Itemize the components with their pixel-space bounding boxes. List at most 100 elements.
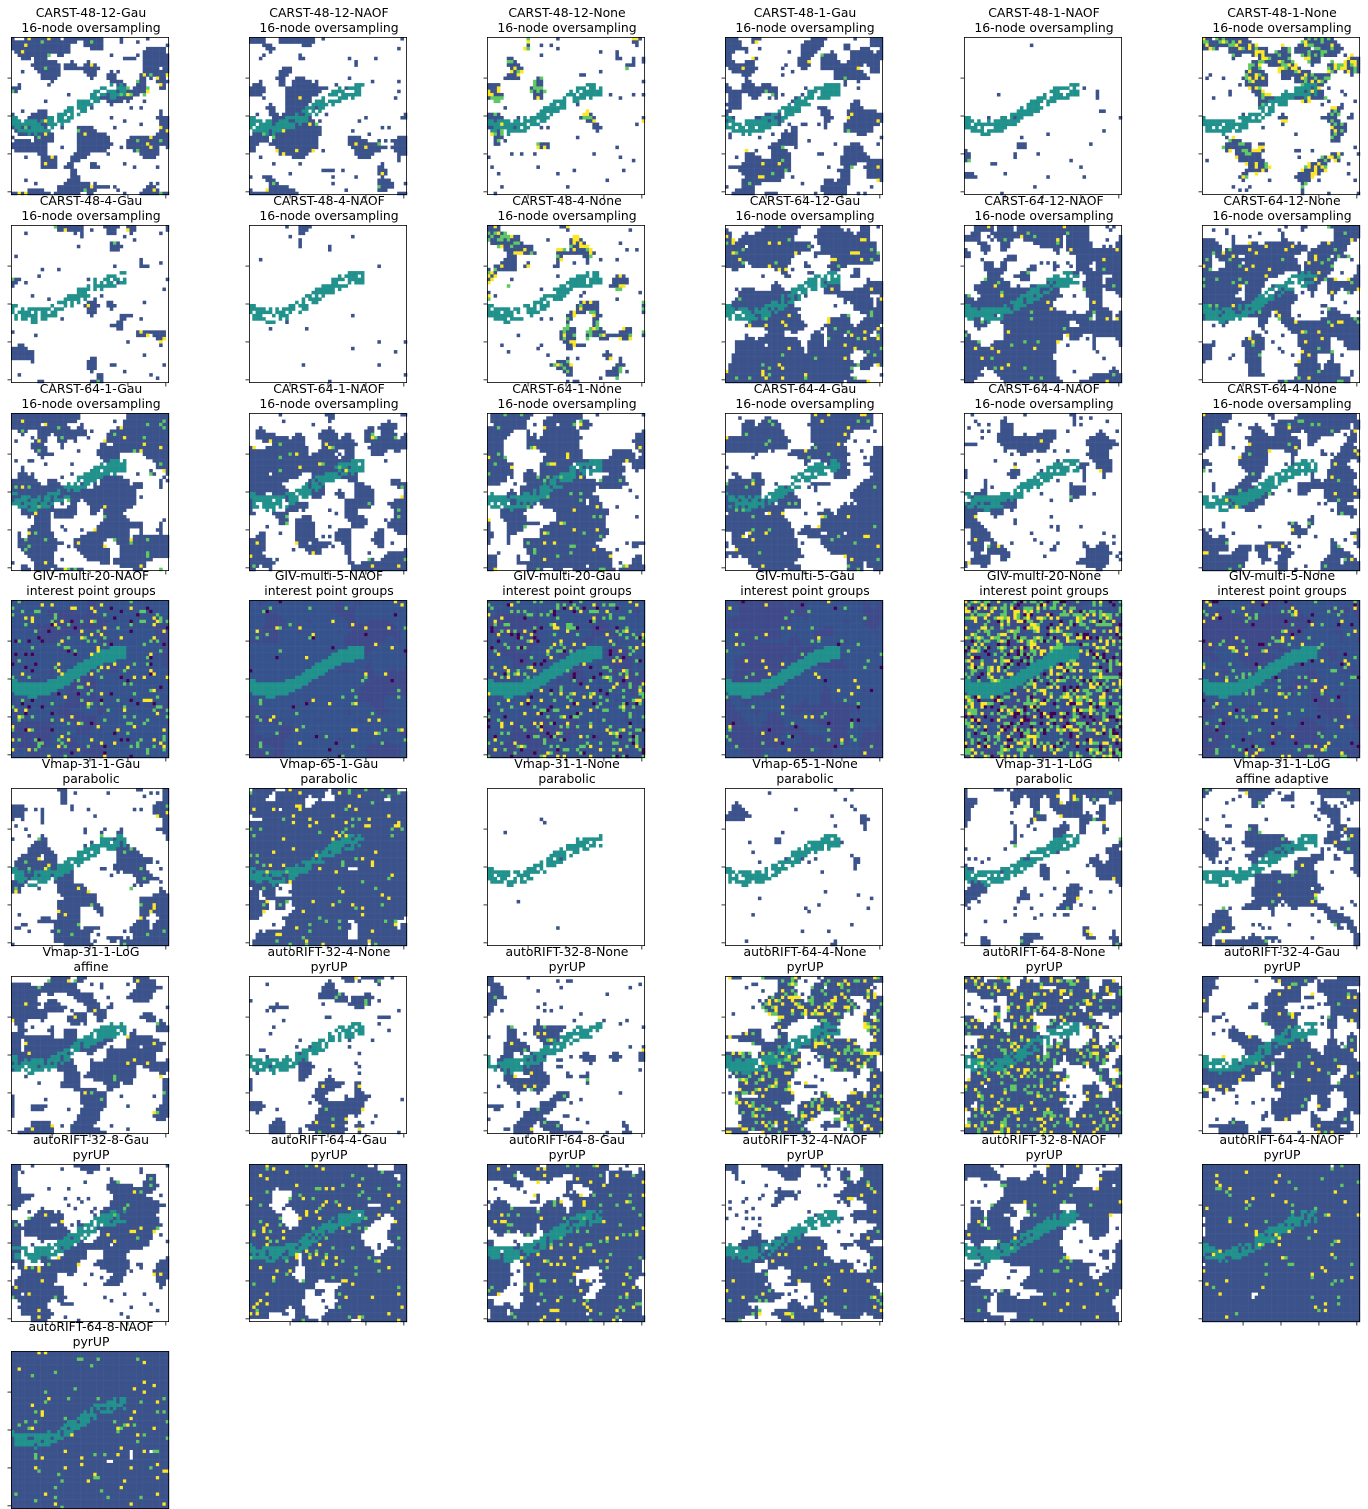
velocity-cell	[507, 132, 511, 136]
velocity-cell	[97, 185, 101, 189]
velocity-cell	[308, 90, 312, 94]
velocity-cell	[1347, 162, 1351, 166]
velocity-cell	[1314, 50, 1318, 54]
velocity-cell	[804, 100, 808, 104]
velocity-cell	[80, 126, 84, 130]
velocity-cell	[1079, 165, 1083, 169]
velocity-cell	[490, 116, 494, 120]
velocity-cell	[133, 90, 137, 94]
velocity-cell	[513, 251, 517, 255]
velocity-cell	[162, 126, 166, 130]
velocity-cell	[312, 90, 316, 94]
velocity-cell	[1265, 83, 1269, 87]
velocity-cell	[857, 103, 861, 107]
velocity-cell	[748, 169, 752, 173]
velocity-cell	[596, 307, 600, 311]
velocity-cell	[1242, 179, 1246, 183]
velocity-cell	[1281, 60, 1285, 64]
velocity-cell	[1334, 129, 1338, 133]
velocity-cell	[302, 146, 306, 150]
velocity-cell	[1245, 123, 1249, 127]
velocity-cell	[530, 116, 534, 120]
velocity-cell	[133, 136, 137, 140]
velocity-cell	[1274, 63, 1278, 67]
velocity-cell	[606, 350, 610, 354]
velocity-cell	[837, 241, 841, 245]
velocity-cell	[503, 317, 507, 321]
velocity-cell	[745, 123, 749, 127]
velocity-cell	[850, 156, 854, 160]
velocity-cell	[503, 268, 507, 272]
velocity-cell	[377, 188, 381, 192]
velocity-cell	[1291, 73, 1295, 77]
velocity-cell	[507, 284, 511, 288]
velocity-cell	[100, 149, 104, 153]
velocity-cell	[497, 129, 501, 133]
velocity-cell	[1334, 109, 1338, 113]
velocity-cell	[87, 360, 91, 364]
velocity-cell	[1251, 80, 1255, 84]
velocity-cell	[824, 83, 828, 87]
velocity-cell	[1228, 119, 1232, 123]
velocity-cell	[870, 60, 874, 64]
velocity-cell	[312, 86, 316, 90]
velocity-cell	[159, 57, 163, 61]
velocity-cell	[569, 251, 573, 255]
velocity-cell	[358, 278, 362, 282]
velocity-cell	[64, 109, 68, 113]
velocity-cell	[97, 373, 101, 377]
velocity-cell	[298, 116, 302, 120]
velocity-cell	[1321, 169, 1325, 173]
velocity-cell	[93, 307, 97, 311]
velocity-cell	[1334, 116, 1338, 120]
velocity-cell	[1248, 83, 1252, 87]
velocity-cell	[761, 228, 765, 232]
velocity-cell	[1000, 119, 1004, 123]
velocity-cell	[771, 152, 775, 156]
velocity-cell	[113, 228, 117, 232]
velocity-cell	[146, 63, 150, 67]
velocity-cell	[305, 83, 309, 87]
velocity-cell	[1225, 40, 1229, 44]
velocity-cell	[500, 268, 504, 272]
velocity-cell	[159, 119, 163, 123]
velocity-cell	[490, 96, 494, 100]
velocity-cell	[331, 93, 335, 97]
velocity-cell	[791, 113, 795, 117]
velocity-cell	[755, 165, 759, 169]
velocity-cell	[807, 63, 811, 67]
velocity-cell	[298, 90, 302, 94]
velocity-cell	[374, 57, 378, 61]
velocity-cell	[987, 116, 991, 120]
velocity-cell	[361, 149, 365, 153]
velocity-cell	[14, 317, 18, 321]
velocity-cell	[751, 182, 755, 186]
velocity-cell	[348, 271, 352, 275]
velocity-cell	[285, 136, 289, 140]
velocity-cell	[1245, 116, 1249, 120]
velocity-cell	[788, 156, 792, 160]
velocity-cell	[1242, 142, 1246, 146]
velocity-cell	[510, 268, 514, 272]
velocity-cell	[629, 327, 633, 331]
velocity-cell	[556, 367, 560, 371]
velocity-cell	[123, 271, 127, 275]
velocity-cell	[563, 106, 567, 110]
velocity-cell	[794, 126, 798, 130]
velocity-cell	[262, 96, 266, 100]
velocity-cell	[827, 165, 831, 169]
velocity-cell	[106, 152, 110, 156]
velocity-cell	[67, 63, 71, 67]
velocity-cell	[371, 149, 375, 153]
velocity-cell	[569, 241, 573, 245]
velocity-cell	[1274, 57, 1278, 61]
velocity-cell	[1248, 86, 1252, 90]
velocity-cell	[824, 245, 828, 249]
velocity-cell	[1271, 53, 1275, 57]
velocity-cell	[103, 86, 107, 90]
velocity-cell	[494, 232, 498, 236]
velocity-cell	[318, 291, 322, 295]
velocity-cell	[27, 307, 31, 311]
velocity-cell	[302, 304, 306, 308]
velocity-cell	[335, 278, 339, 282]
